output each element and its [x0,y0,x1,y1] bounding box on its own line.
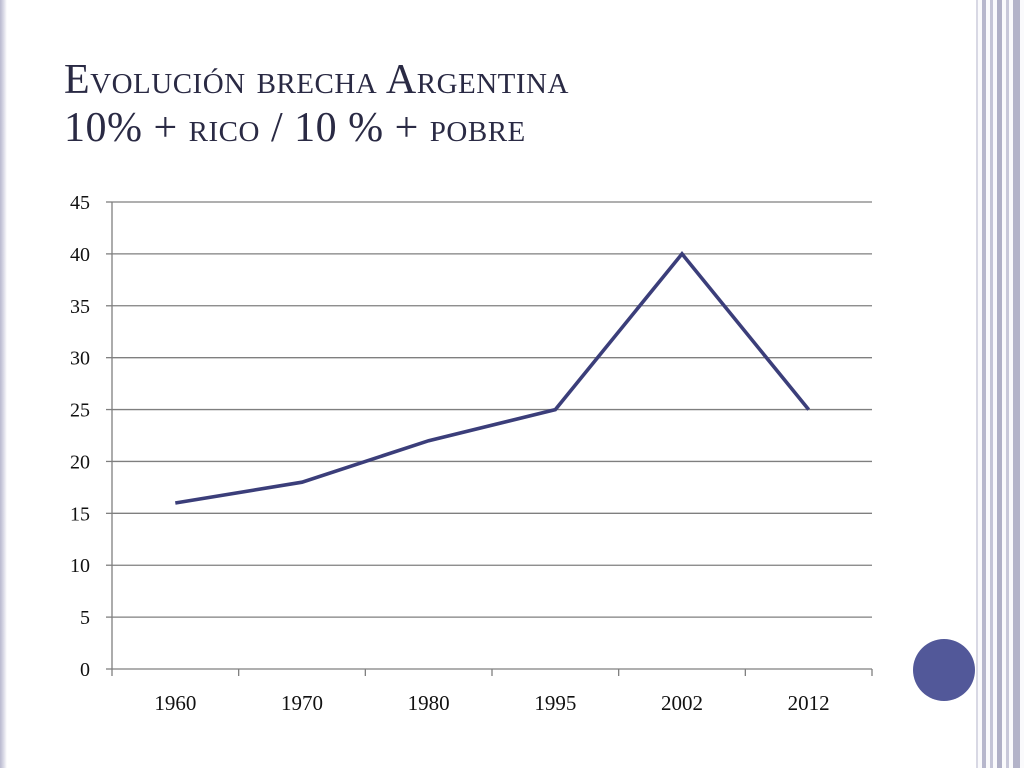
x-tick-label: 1970 [281,691,323,715]
y-tick-label: 45 [70,192,90,214]
x-tick-label: 1980 [408,691,450,715]
x-axis-tick-labels: 1960 1970 1980 1995 2002 2012 [154,691,829,715]
y-tick-label: 5 [80,607,90,629]
chart-gridlines [112,201,872,618]
decorative-circle [913,639,975,701]
right-decorative-frame [976,0,1024,768]
y-tick-label: 25 [70,400,90,422]
slide-title-line-2: 10% + rico / 10 % + pobre [64,105,526,151]
chart-axes [106,201,873,676]
slide-title: Evolución brecha Argentina 10% + rico / … [64,56,569,152]
slide-title-line-1: Evolución brecha Argentina [64,57,569,103]
series-line [175,251,811,505]
y-tick-label: 40 [70,244,90,266]
x-tick-label: 2002 [661,691,703,715]
left-decorative-bar [0,0,7,768]
y-tick-label: 15 [70,503,90,525]
x-tick-label: 1995 [534,691,576,715]
chart-series [175,251,811,505]
y-tick-label: 0 [80,659,90,681]
y-tick-label: 35 [70,296,90,318]
y-axis-tick-labels: 0 5 10 15 20 25 30 35 40 45 [70,192,90,681]
y-tick-label: 20 [70,451,90,473]
x-tick-label: 2012 [788,691,830,715]
y-tick-label: 30 [70,348,90,370]
x-tick-label: 1960 [154,691,196,715]
y-tick-label: 10 [70,555,90,577]
